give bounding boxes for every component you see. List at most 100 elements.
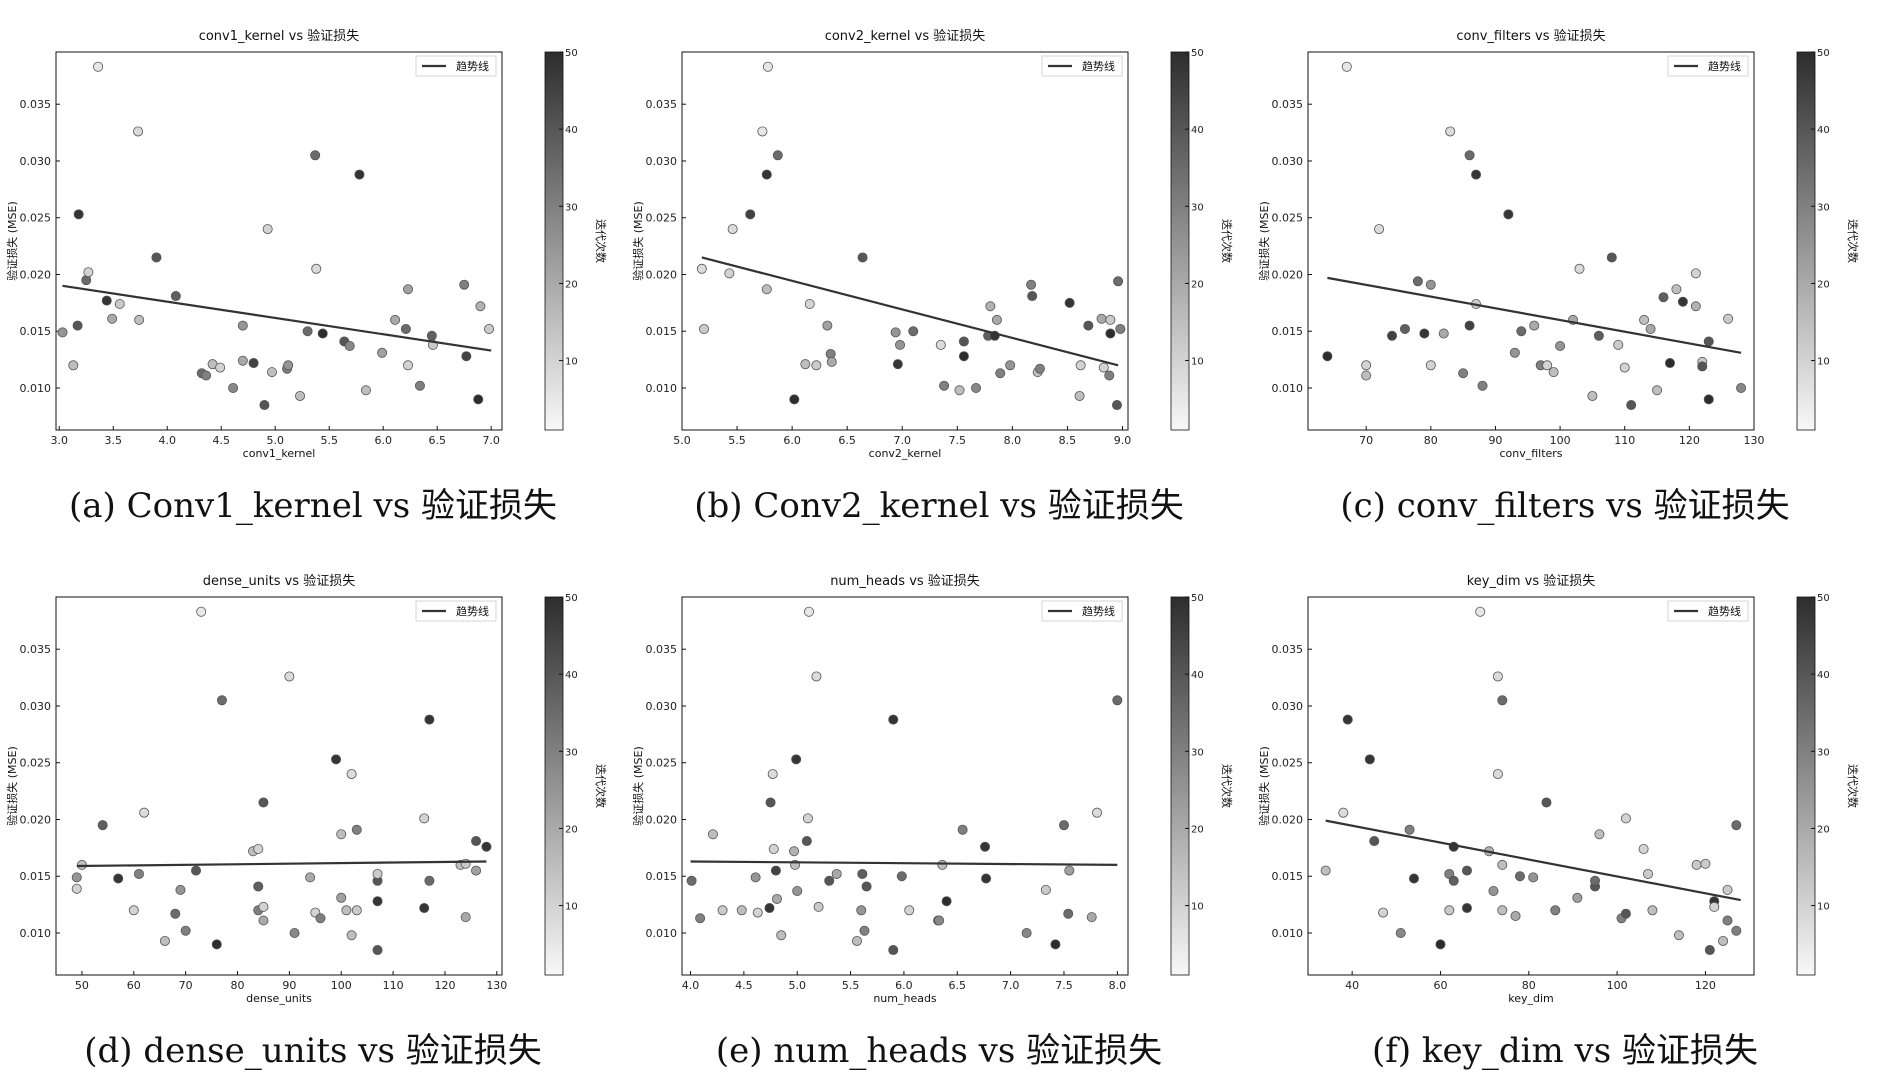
colorbar-label: 迭代次数 [1220, 219, 1234, 263]
data-point [346, 769, 357, 780]
x-tick-label: 80 [1424, 434, 1438, 447]
data-point [372, 896, 383, 907]
trendline [1327, 276, 1742, 354]
data-point [1548, 367, 1559, 378]
x-tick-label: 100 [331, 979, 352, 992]
data-point [71, 883, 82, 894]
scatter-plot: conv2_kernel vs 验证损失 5.0 5.5 6.0 6.5 7.0 7.5 8.… [631, 28, 1234, 460]
data-point [822, 320, 833, 331]
data-point [761, 284, 772, 295]
data-point [717, 905, 728, 916]
data-point [941, 896, 952, 907]
data-point [460, 912, 471, 923]
data-point [1021, 927, 1032, 938]
data-point [1074, 390, 1085, 401]
data-point [1718, 935, 1729, 946]
colorbar-tick-label: 20 [565, 824, 578, 835]
x-tick-label: 6.5 [949, 979, 967, 992]
data-point [934, 915, 945, 926]
y-tick-label: 0.010 [646, 382, 678, 395]
data-point [724, 268, 735, 279]
plot-frame [681, 596, 1129, 976]
data-point [201, 370, 212, 381]
x-tick-label: 130 [486, 979, 507, 992]
data-point [331, 754, 342, 765]
colorbar [1796, 596, 1816, 976]
data-point [341, 905, 352, 916]
y-tick-label: 0.020 [646, 813, 678, 826]
data-point [761, 169, 772, 180]
data-point [745, 209, 756, 220]
data-point [859, 925, 870, 936]
data-point [1673, 930, 1684, 941]
chart-title: num_heads vs 验证损失 [830, 573, 980, 589]
data-point [259, 400, 270, 411]
legend-label: 趋势线 [1708, 604, 1741, 618]
data-point [800, 359, 811, 370]
subfigure-caption: (b) Conv2_kernel vs 验证损失 [694, 486, 1184, 526]
plot-frame [55, 51, 503, 431]
x-tick-label: 60 [127, 979, 141, 992]
x-axis-label: conv_filters [1499, 447, 1562, 460]
data-point [1587, 390, 1598, 401]
data-point [481, 841, 492, 852]
data-point [400, 323, 411, 334]
x-tick-label: 100 [1550, 434, 1571, 447]
chart-panel: conv1_kernel vs 验证损失 3.0 3.5 4.0 4.5 5.0 5.5 6.… [0, 0, 626, 545]
colorbar-tick-label: 50 [1817, 48, 1830, 59]
trendline [701, 256, 1119, 367]
data-point [935, 339, 946, 350]
data-point [461, 351, 472, 362]
colorbar-tick-label: 50 [565, 593, 578, 604]
data-point [170, 291, 181, 302]
data-point [1005, 360, 1016, 371]
y-tick-label: 0.015 [646, 870, 678, 883]
data-point [344, 340, 355, 351]
data-point [1703, 394, 1714, 405]
chart-title: conv_filters vs 验证损失 [1456, 28, 1605, 44]
data-point [1111, 400, 1122, 411]
colorbar [544, 596, 564, 976]
y-tick-label: 0.035 [646, 98, 678, 111]
x-tick-label: 6.0 [374, 434, 392, 447]
data-point [248, 358, 259, 369]
data-point [1425, 360, 1436, 371]
x-tick-label: 5.0 [673, 434, 691, 447]
data-point [857, 868, 868, 879]
data-point [1408, 873, 1419, 884]
trendline [76, 860, 487, 868]
data-point [1040, 884, 1051, 895]
data-point [1497, 859, 1508, 870]
data-point [372, 945, 383, 956]
chart-title: dense_units vs 验证损失 [203, 573, 355, 589]
data-point [258, 901, 269, 912]
legend-label: 趋势线 [1708, 59, 1741, 73]
data-point [403, 360, 414, 371]
x-tick-label: 100 [1607, 979, 1628, 992]
chart-panel: dense_units vs 验证损失 50 60 70 80 90 100 110 120 13… [0, 545, 626, 1090]
data-point [107, 313, 118, 324]
data-point [372, 868, 383, 879]
plot-frame [681, 51, 1129, 431]
colorbar-tick-label: 20 [1191, 279, 1204, 290]
x-tick-label: 5.0 [788, 979, 806, 992]
data-point [1488, 885, 1499, 896]
data-point [770, 865, 781, 876]
x-tick-label: 70 [179, 979, 193, 992]
data-point [424, 875, 435, 886]
data-point [1113, 276, 1124, 287]
colorbar-label: 迭代次数 [1220, 764, 1234, 808]
data-point [1378, 907, 1389, 918]
scatter-plot: key_dim vs 验证损失 40 60 80 100 120 0.010 0.015 0.0… [1257, 573, 1860, 1005]
data-point [1034, 363, 1045, 374]
data-point [727, 224, 738, 235]
x-tick-label: 90 [1488, 434, 1502, 447]
colorbar-tick-label: 10 [1817, 357, 1830, 368]
colorbar-tick-label: 20 [1817, 824, 1830, 835]
data-point [1722, 884, 1733, 895]
data-point [776, 930, 787, 941]
data-point [1541, 797, 1552, 808]
colorbar-tick-label: 30 [1191, 202, 1204, 213]
colorbar-tick-label: 30 [1817, 202, 1830, 213]
data-point [1700, 858, 1711, 869]
